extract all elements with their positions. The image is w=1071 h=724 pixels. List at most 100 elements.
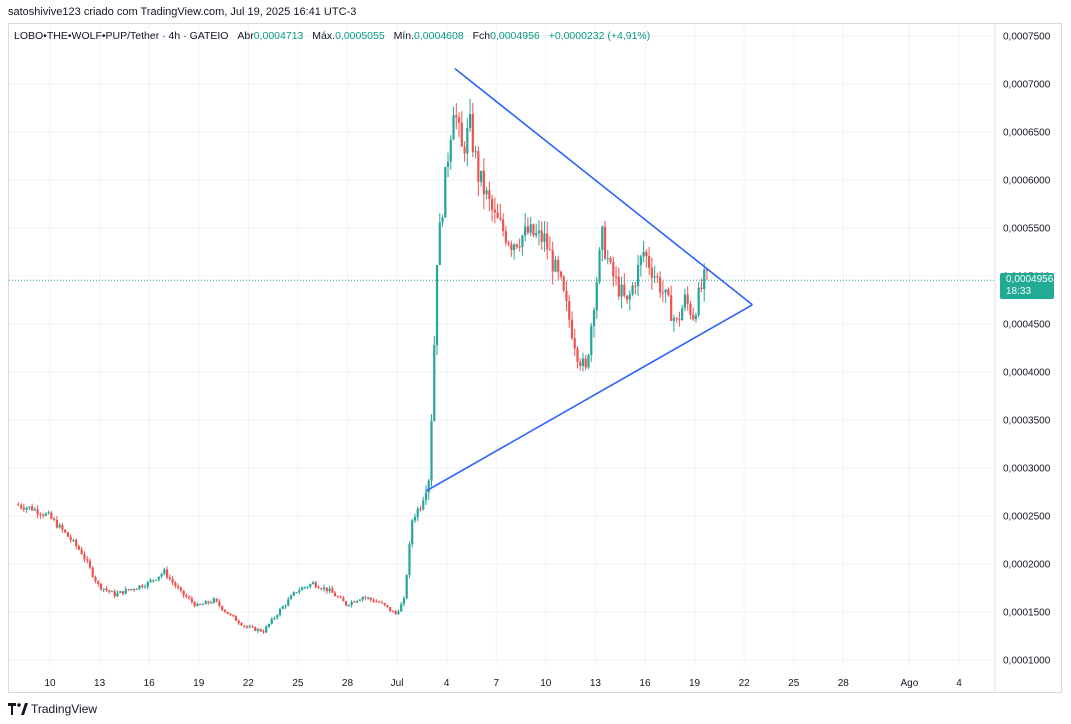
symbol-title[interactable]: LOBO•THE•WOLF•PUP/Tether · 4h · GATEIO [14, 30, 229, 42]
y-tick-label: 0,0002500 [1003, 512, 1051, 523]
candle-body [529, 224, 532, 233]
candle-body [595, 282, 598, 311]
candle-body [287, 599, 290, 606]
candle-body [72, 539, 75, 541]
candle-body [193, 602, 196, 607]
candle-body [116, 592, 119, 597]
candle-body [587, 354, 590, 368]
candle-body [579, 361, 582, 366]
time-axis[interactable]: 10 13 16 19 22 25 28 Jul 4 7 10 13 16 19 22 25 28 Ago 4 [44, 678, 962, 689]
candle-body [160, 573, 163, 577]
candle-body [609, 258, 612, 263]
candle-body [342, 597, 345, 602]
candle-body [697, 287, 700, 316]
candle-body [347, 605, 350, 607]
candle-body [446, 161, 450, 168]
candle-body [460, 122, 463, 147]
candle-body [75, 539, 78, 547]
candle-body [576, 348, 579, 362]
candle-body [645, 251, 648, 257]
candle-body [532, 224, 535, 236]
candle-body [229, 614, 232, 616]
candle-body [311, 582, 315, 585]
candle-body [573, 338, 576, 349]
candle-body [369, 597, 373, 600]
candle-body [375, 601, 378, 603]
candle-body [378, 601, 381, 603]
candle-body [176, 586, 180, 588]
x-tick-label: 10 [44, 678, 56, 689]
candle-body [614, 276, 618, 278]
candle-body [19, 505, 23, 508]
candle-body [648, 256, 651, 268]
candle-body [477, 151, 480, 182]
close-value: 0,0004956 [490, 30, 540, 42]
x-tick-label: 25 [292, 678, 304, 689]
candle-body [471, 113, 474, 153]
candle-body [25, 507, 28, 510]
candle-body [232, 614, 235, 617]
x-tick-label: 22 [739, 678, 751, 689]
candle-body [259, 629, 262, 632]
candle-body [513, 244, 516, 251]
current-price-badge: 0,0004956 18:33 [1000, 273, 1054, 299]
x-tick-label: Jul [391, 678, 404, 689]
candle-body [683, 294, 687, 309]
candle-body [237, 620, 240, 624]
change-value: +0,0000232 (+4,91%) [548, 30, 651, 42]
candle-body [565, 290, 568, 302]
x-tick-label: 7 [493, 678, 499, 689]
candle-body [441, 217, 444, 223]
candle-body [86, 559, 89, 561]
x-tick-label: 28 [342, 678, 354, 689]
candle-body [273, 617, 276, 619]
candle-body [631, 285, 634, 295]
y-tick-label: 0,0006000 [1003, 176, 1051, 187]
x-tick-label: 19 [193, 678, 205, 689]
candle-body [278, 609, 282, 616]
candle-body [551, 250, 554, 272]
candle-body [61, 524, 64, 530]
candle-body [17, 504, 20, 506]
candle-body [55, 519, 58, 528]
candle-body [689, 303, 692, 315]
candle-body [284, 605, 287, 607]
y-tick-label: 0,0004000 [1003, 368, 1051, 379]
brand-name: TradingView [31, 702, 98, 716]
candle-body [416, 508, 419, 518]
candle-body [199, 604, 202, 606]
y-tick-label: 0,0003000 [1003, 464, 1051, 475]
candle-body [262, 631, 265, 633]
candle-body [364, 597, 367, 599]
candle-body [267, 623, 271, 627]
candle-body [201, 604, 204, 606]
candle-body [466, 127, 469, 154]
candle-body [628, 294, 631, 300]
candle-body [554, 259, 557, 272]
candle-body [468, 113, 472, 128]
trendline-upper [454, 68, 753, 306]
candle-body [405, 575, 408, 599]
tradingview-brand[interactable]: TradingView [8, 702, 97, 716]
candle-body [143, 586, 147, 588]
candle-body [389, 607, 392, 612]
candle-body [215, 598, 218, 602]
candle-body [88, 560, 92, 568]
candle-body [705, 269, 709, 271]
candle-body [270, 618, 273, 624]
candle-body [102, 588, 105, 590]
candle-body [350, 601, 353, 606]
candle-body [39, 514, 42, 516]
candle-body [452, 115, 455, 140]
candle-body [223, 610, 227, 612]
candle-body [138, 585, 141, 589]
candle-body [692, 314, 695, 320]
candle-body [234, 616, 238, 621]
candle-body [345, 601, 348, 606]
price-axis[interactable]: 0,0007500 0,0007000 0,0006500 0,0006000 0,00… [1003, 32, 1051, 667]
candle-body [557, 259, 560, 272]
candle-body [154, 579, 158, 581]
candle-body [491, 198, 494, 210]
candle-body [681, 308, 684, 321]
